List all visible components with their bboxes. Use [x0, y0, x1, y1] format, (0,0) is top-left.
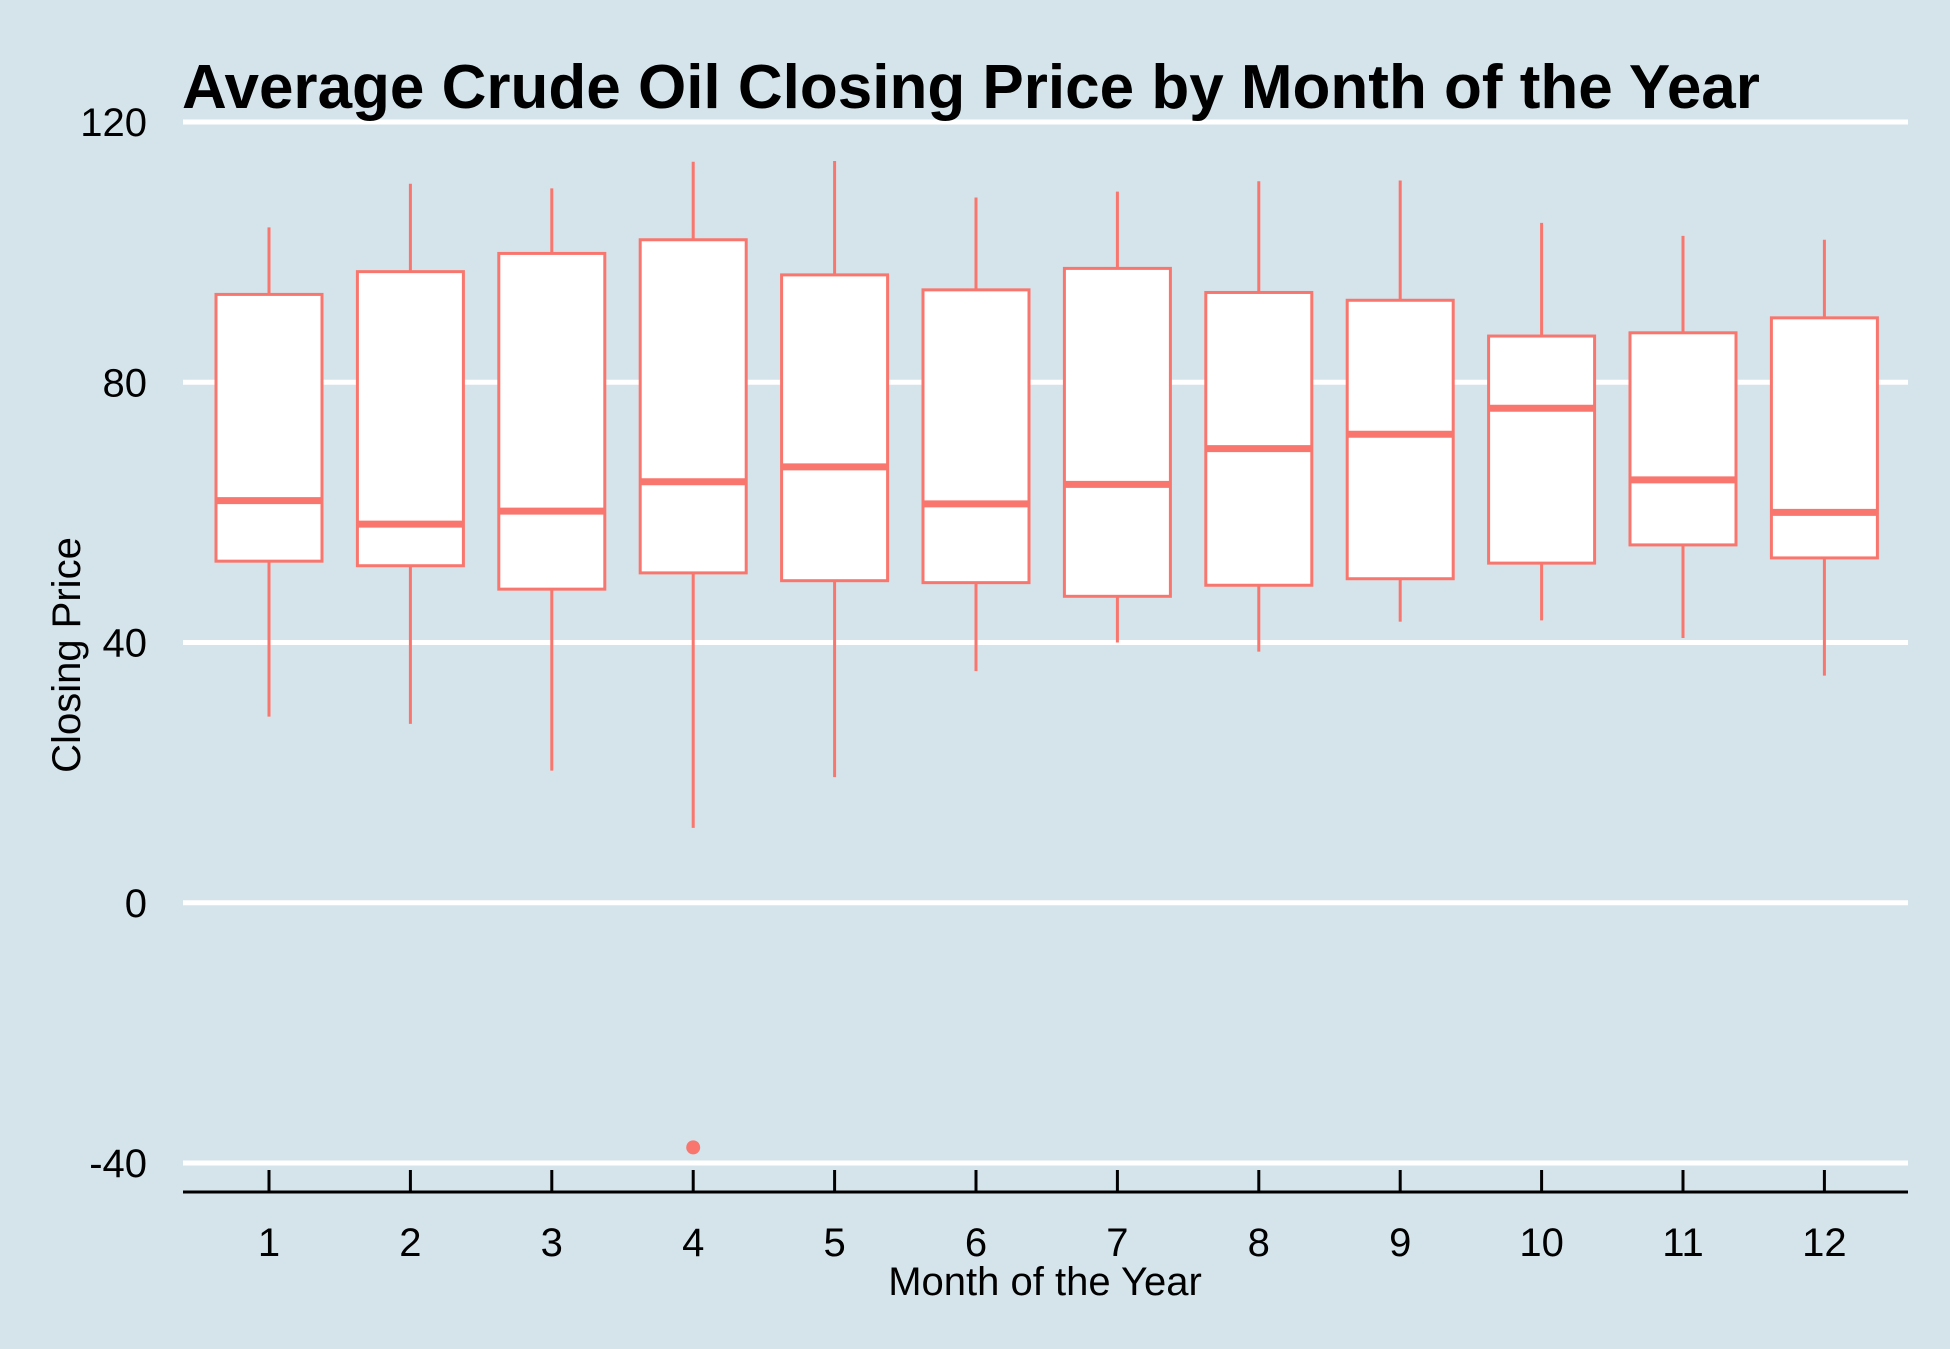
box-month-7 — [1062, 191, 1172, 643]
box-month-8 — [1204, 181, 1314, 652]
x-axis-title: Month of the Year — [888, 1260, 1202, 1304]
box-month-11 — [1628, 235, 1738, 638]
box-month-4 — [638, 161, 748, 828]
box-iqr — [497, 251, 607, 591]
x-tick-label: 10 — [1519, 1221, 1564, 1265]
y-tick-label: -40 — [89, 1142, 147, 1186]
x-tick-label: 9 — [1389, 1221, 1411, 1265]
box-iqr — [214, 292, 324, 563]
x-tick-label: 11 — [1662, 1221, 1704, 1265]
box-month-1 — [214, 227, 324, 717]
y-axis: -40 0 40 80 120 — [80, 101, 147, 1186]
y-tick-label: 0 — [125, 882, 147, 926]
box-month-9 — [1345, 180, 1455, 622]
box-iqr — [355, 270, 465, 568]
outlier-point — [686, 1140, 701, 1155]
box-month-5 — [780, 161, 890, 778]
x-tick-label: 6 — [965, 1221, 987, 1265]
box-month-3 — [497, 188, 607, 771]
gridlines — [183, 119, 1908, 1166]
box-iqr — [780, 273, 890, 583]
x-tick-label: 3 — [541, 1221, 563, 1265]
box-iqr — [921, 288, 1031, 585]
box-month-10 — [1487, 222, 1597, 621]
x-tick-label: 8 — [1248, 1221, 1270, 1265]
y-tick-label: 40 — [103, 622, 148, 666]
box-month-6 — [921, 197, 1031, 672]
box-month-2 — [355, 183, 465, 724]
y-tick-label: 120 — [80, 101, 147, 145]
x-tick-label: 12 — [1802, 1221, 1847, 1265]
box-iqr — [1345, 298, 1455, 581]
outlier-points — [686, 1140, 701, 1155]
box-iqr — [638, 238, 748, 575]
box-iqr — [1204, 290, 1314, 587]
y-axis-title: Closing Price — [45, 537, 89, 773]
x-tick-label: 1 — [258, 1221, 280, 1265]
y-tick-label: 80 — [103, 361, 148, 405]
chart-title: Average Crude Oil Closing Price by Month… — [182, 53, 1760, 122]
x-axis: 1 2 3 4 5 6 7 8 9 10 11 12 — [183, 1170, 1908, 1265]
x-tick-label: 7 — [1106, 1221, 1128, 1265]
x-tick-label: 4 — [682, 1221, 704, 1265]
box-month-12 — [1769, 239, 1879, 676]
x-tick-label: 5 — [823, 1221, 845, 1265]
box-iqr — [1487, 334, 1597, 565]
box-series — [214, 161, 1879, 828]
x-tick-label: 2 — [399, 1221, 421, 1265]
box-iqr — [1628, 331, 1738, 547]
box-iqr — [1769, 316, 1879, 560]
box-iqr — [1062, 266, 1172, 598]
